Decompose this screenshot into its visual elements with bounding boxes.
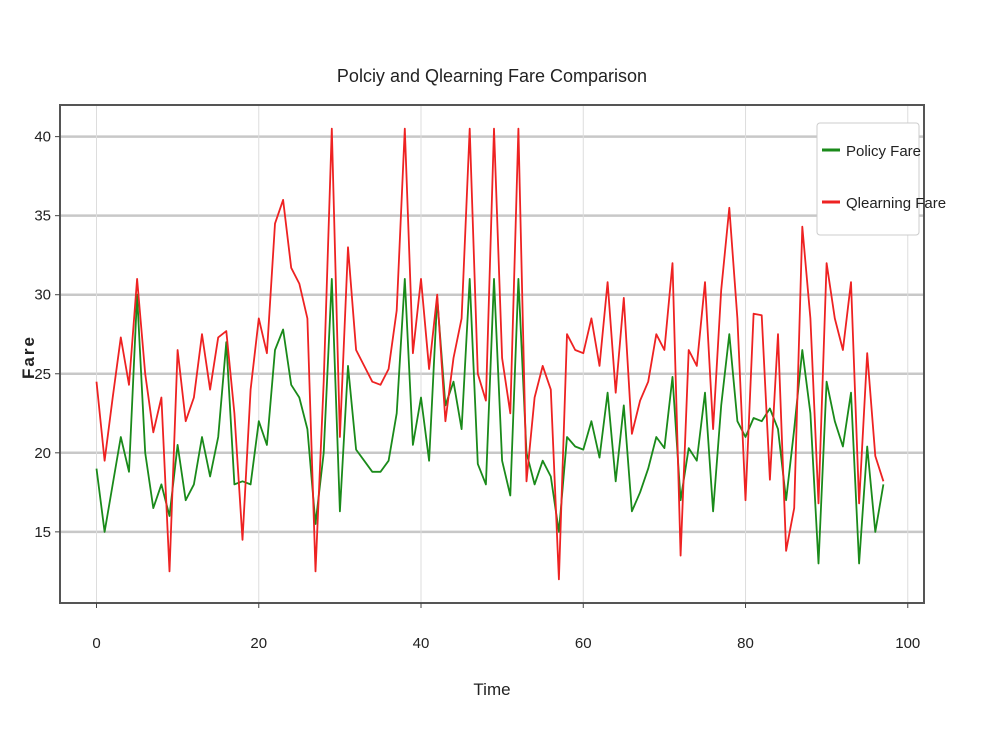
legend: Policy Fare Qlearning Fare (816, 122, 946, 236)
x-tick-label: 80 (737, 635, 754, 652)
x-tick-label: 40 (413, 635, 430, 652)
y-ticks: 15 20 25 30 35 40 (34, 129, 60, 541)
legend-label-policy: Policy Fare (846, 143, 921, 160)
y-tick-label: 30 (34, 287, 51, 304)
y-tick-label: 35 (34, 208, 51, 225)
y-tick-label: 25 (34, 366, 51, 383)
series-layer (95, 127, 885, 581)
x-tick-label: 0 (92, 635, 100, 652)
series-line-policy-fare (95, 277, 885, 565)
x-tick-label: 20 (250, 635, 267, 652)
y-tick-label: 40 (34, 129, 51, 146)
chart-title: Polciy and Qlearning Fare Comparison (337, 66, 647, 86)
legend-box (816, 122, 920, 236)
x-tick-label: 100 (895, 635, 920, 652)
x-axis-label: Time (473, 680, 510, 699)
x-tick-label: 60 (575, 635, 592, 652)
legend-label-qlearning: Qlearning Fare (846, 195, 946, 212)
plot-frame (59, 104, 925, 604)
series-line-qlearning-fare (95, 127, 885, 581)
y-tick-label: 20 (34, 445, 51, 462)
y-axis-label: Fare (19, 335, 38, 379)
x-ticks: 0 20 40 60 80 100 (92, 603, 920, 652)
y-tick-label: 15 (34, 524, 51, 541)
